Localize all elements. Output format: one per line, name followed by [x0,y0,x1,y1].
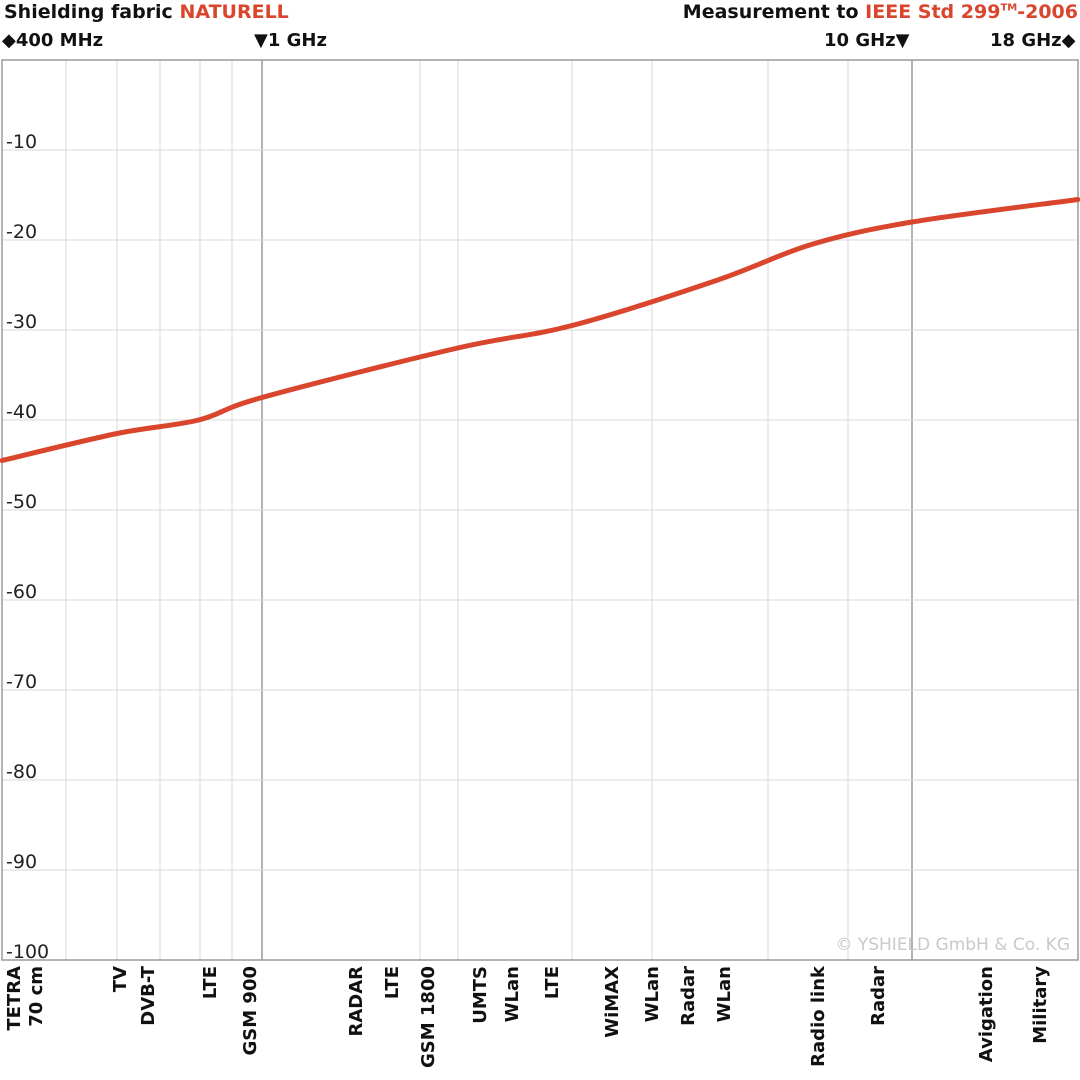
band-label: TV [110,966,131,992]
band-label: LTE [382,966,403,999]
band-label: GSM 900 [240,966,261,1056]
band-label: UMTS [470,966,491,1024]
y-tick-label: -60 [6,581,37,603]
band-label: WLan [502,966,523,1022]
band-label: 70 cm [26,966,47,1027]
band-label: DVB-T [138,965,159,1025]
band-label: Avigation [976,966,997,1062]
band-label: LTE [542,966,563,999]
y-tick-label: -90 [6,851,37,873]
trademark-mark: TM [1000,2,1018,14]
marker-400mhz: ◆400 MHz [2,30,104,51]
title-prefix: Shielding fabric [4,1,180,23]
chart-title: Shielding fabric NATURELL [4,0,289,24]
band-label: WLan [642,966,663,1022]
band-labels: TETRA 70 cm TV DVB-T LTE GSM 900 RADAR LTE GSM 1… [4,965,1051,1068]
y-tick-label: -20 [6,221,37,243]
band-label: WiMAX [602,966,623,1038]
standard-prefix: Measurement to [682,1,866,23]
marker-18ghz: 18 GHz◆ [990,30,1076,51]
y-tick-label: -100 [6,941,49,963]
y-tick-label: -30 [6,311,37,333]
y-tick-label: -50 [6,491,37,513]
band-label: Radar [678,966,699,1026]
marker-1ghz: ▼1 GHz [254,30,327,51]
band-label: GSM 1800 [418,966,439,1068]
measurement-standard: Measurement to IEEE Std 299TM-2006 [683,0,1078,24]
marker-10ghz: 10 GHz▼ [824,30,910,51]
y-axis-tick-labels: -10 -20 -30 -40 -50 -60 -70 -80 -90 -100 [6,131,49,963]
product-name: NATURELL [179,1,289,23]
shielding-curve [0,197,1080,463]
standard-year: -2006 [1017,1,1078,23]
y-tick-label: -70 [6,671,37,693]
band-label: WLan [714,966,735,1022]
copyright-note: © YSHIELD GmbH & Co. KG [835,935,1070,955]
band-label: TETRA [4,966,25,1031]
band-label: Radio link [808,965,829,1067]
band-label: LTE [200,966,221,999]
y-tick-label: -80 [6,761,37,783]
horizontal-gridlines [2,149,1078,961]
band-label: Radar [868,966,889,1026]
y-tick-label: -10 [6,131,37,153]
band-label: Military [1030,966,1051,1044]
standard-name: IEEE Std 299 [865,1,1001,23]
band-label: RADAR [346,966,367,1037]
y-tick-label: -40 [6,401,37,423]
plot-frame [1,59,1079,961]
